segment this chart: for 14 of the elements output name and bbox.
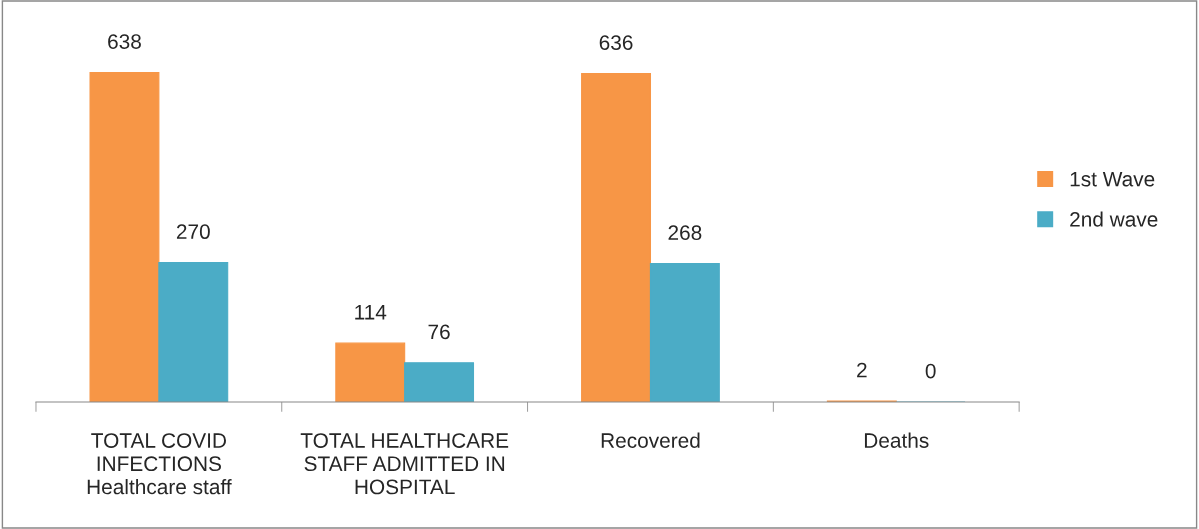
x-tick-label: TOTAL HEALTHCARE STAFF ADMITTED IN HOSPITAL xyxy=(300,433,509,495)
data-label: 270 xyxy=(176,224,210,240)
legend-label: 1st Wave xyxy=(1070,171,1155,187)
data-label: 268 xyxy=(668,225,702,241)
data-label: 0 xyxy=(925,363,936,379)
legend-label: 2nd wave xyxy=(1070,211,1158,227)
x-tick-label: Deaths xyxy=(864,432,929,448)
data-label: 636 xyxy=(599,35,633,50)
data-label: 2 xyxy=(857,362,867,378)
x-tick-label: Recovered xyxy=(601,432,700,448)
data-label: 114 xyxy=(355,305,387,320)
data-label: 638 xyxy=(108,34,141,49)
data-label: 76 xyxy=(428,324,450,340)
x-tick-label: TOTAL COVID INFECTIONS Healthcare staff xyxy=(87,433,232,495)
